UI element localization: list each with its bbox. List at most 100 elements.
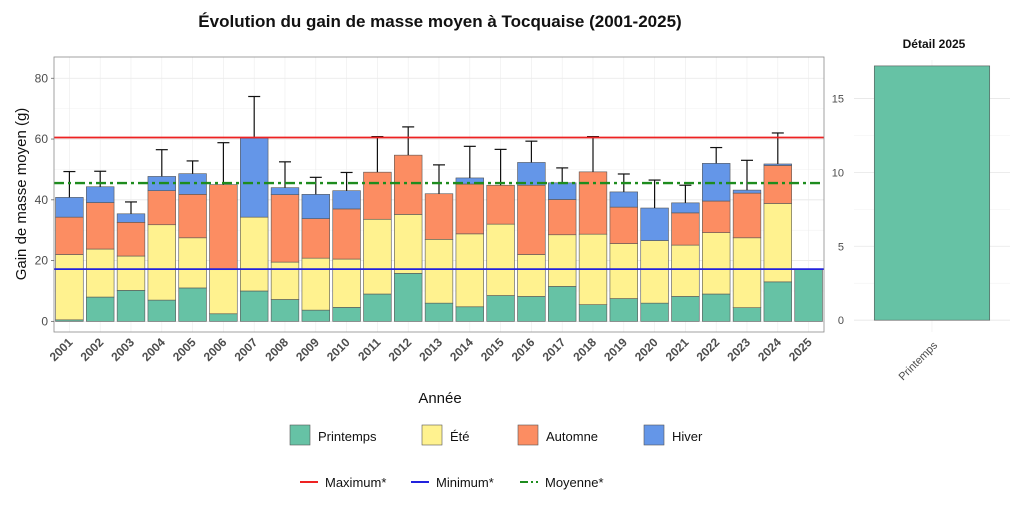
legend-label: Automne bbox=[546, 429, 598, 444]
bar-segment bbox=[332, 208, 361, 260]
bar-segment bbox=[363, 293, 392, 322]
bar-segment bbox=[671, 244, 700, 297]
bar-segment bbox=[178, 194, 207, 239]
bar-segment bbox=[86, 186, 115, 203]
legend-swatch bbox=[517, 424, 539, 446]
x-tick-label: 2011 bbox=[355, 335, 384, 364]
legend-reference-lines: Maximum* Minimum* Moyenne* bbox=[300, 475, 604, 490]
bar-segment bbox=[116, 213, 146, 223]
bar-segment bbox=[240, 290, 269, 322]
x-tick-label: 2009 bbox=[293, 335, 322, 364]
bar-segment bbox=[609, 191, 638, 208]
bar-segment bbox=[548, 234, 577, 287]
bar-segment bbox=[394, 154, 423, 215]
bar-segment bbox=[486, 223, 515, 296]
bar-segment bbox=[732, 307, 762, 322]
legend-swatch bbox=[643, 424, 665, 446]
bar-segment bbox=[332, 258, 361, 308]
bar-segment bbox=[763, 203, 792, 283]
bar-segment bbox=[732, 189, 762, 194]
x-tick-label: 2018 bbox=[570, 335, 599, 364]
bar-segment bbox=[332, 190, 361, 210]
bar-segment bbox=[424, 193, 454, 240]
bar-segment bbox=[609, 298, 638, 322]
bar-segment bbox=[517, 254, 546, 297]
bar-segment bbox=[147, 190, 176, 226]
x-tick-label: 2005 bbox=[170, 335, 199, 364]
side-bar bbox=[873, 65, 991, 321]
bar-segment bbox=[455, 183, 484, 235]
plot-frame bbox=[53, 56, 825, 333]
legend-line-label: Moyenne* bbox=[545, 475, 604, 490]
bar-segment bbox=[671, 202, 700, 214]
x-axis-label: Année bbox=[418, 390, 461, 407]
bar-segment bbox=[147, 224, 176, 301]
bar-segment bbox=[671, 212, 700, 246]
legend-line-label: Minimum* bbox=[436, 475, 494, 490]
side-y-tick-label: 5 bbox=[838, 241, 844, 253]
x-tick-label: 2023 bbox=[724, 335, 753, 364]
x-tick-label: 2025 bbox=[786, 335, 815, 364]
bar-segment bbox=[763, 281, 792, 322]
bar-segment bbox=[578, 171, 608, 235]
bar-segment bbox=[178, 287, 207, 322]
y-tick-label: 20 bbox=[35, 254, 49, 268]
bar-segment bbox=[301, 309, 330, 322]
bar-segment bbox=[424, 239, 454, 304]
bar-segment bbox=[270, 261, 300, 300]
bar-segment bbox=[301, 194, 330, 219]
bar-segment bbox=[517, 296, 546, 322]
x-tick-label: 2022 bbox=[694, 335, 723, 364]
bar-segment bbox=[732, 192, 762, 239]
bar-segment bbox=[86, 248, 115, 298]
bar-segment bbox=[209, 184, 238, 271]
bar-segment bbox=[578, 304, 608, 322]
x-tick-label: 2015 bbox=[478, 335, 507, 364]
bar-segment bbox=[763, 165, 792, 204]
legend-label: Printemps bbox=[318, 429, 377, 444]
x-tick-label: 2014 bbox=[447, 335, 476, 364]
x-tick-label: 2001 bbox=[47, 335, 76, 364]
x-tick-label: 2010 bbox=[324, 335, 353, 364]
legend-seasons: Printemps Été Automne Hiver bbox=[289, 424, 703, 446]
bar-segment bbox=[332, 307, 361, 322]
x-tick-label: 2017 bbox=[540, 335, 569, 364]
bar-segment bbox=[209, 313, 238, 322]
x-tick-label: 2020 bbox=[632, 335, 661, 364]
bar-segment bbox=[116, 222, 146, 257]
side-y-tick-label: 10 bbox=[832, 167, 844, 179]
bar-segment bbox=[55, 216, 84, 255]
bar-segment bbox=[640, 302, 669, 322]
bar-segment bbox=[455, 306, 484, 322]
bar-segment bbox=[86, 202, 115, 250]
bar-segment bbox=[486, 184, 515, 225]
bar-segment bbox=[794, 268, 823, 322]
legend-label: Hiver bbox=[672, 429, 703, 444]
bar-segment bbox=[640, 240, 669, 304]
bar-segment bbox=[517, 184, 546, 255]
x-tick-label: 2024 bbox=[755, 335, 784, 364]
side-y-tick-label: 15 bbox=[832, 93, 844, 105]
bar-segment bbox=[548, 182, 577, 200]
legend-label: Été bbox=[450, 429, 470, 444]
bar-segment bbox=[209, 269, 238, 315]
x-tick-label: 2002 bbox=[78, 335, 107, 364]
x-tick-label: 2019 bbox=[601, 335, 630, 364]
y-tick-label: 40 bbox=[35, 193, 49, 207]
legend-swatch bbox=[421, 424, 443, 446]
bar-segment bbox=[763, 163, 792, 166]
x-tick-label: 2021 bbox=[663, 335, 692, 364]
side-x-tick-label: Printemps bbox=[897, 339, 941, 383]
bar-segment bbox=[394, 214, 423, 274]
bar-segment bbox=[394, 273, 423, 322]
bar-segment bbox=[517, 162, 546, 186]
bar-segment bbox=[363, 171, 392, 220]
bar-segment bbox=[301, 218, 330, 259]
bar-segment bbox=[732, 237, 762, 308]
bar-segment bbox=[147, 299, 176, 322]
bar-segment bbox=[671, 296, 700, 322]
y-tick-label: 80 bbox=[35, 71, 49, 85]
bar-segment bbox=[486, 295, 515, 322]
y-tick-label: 0 bbox=[41, 314, 48, 328]
